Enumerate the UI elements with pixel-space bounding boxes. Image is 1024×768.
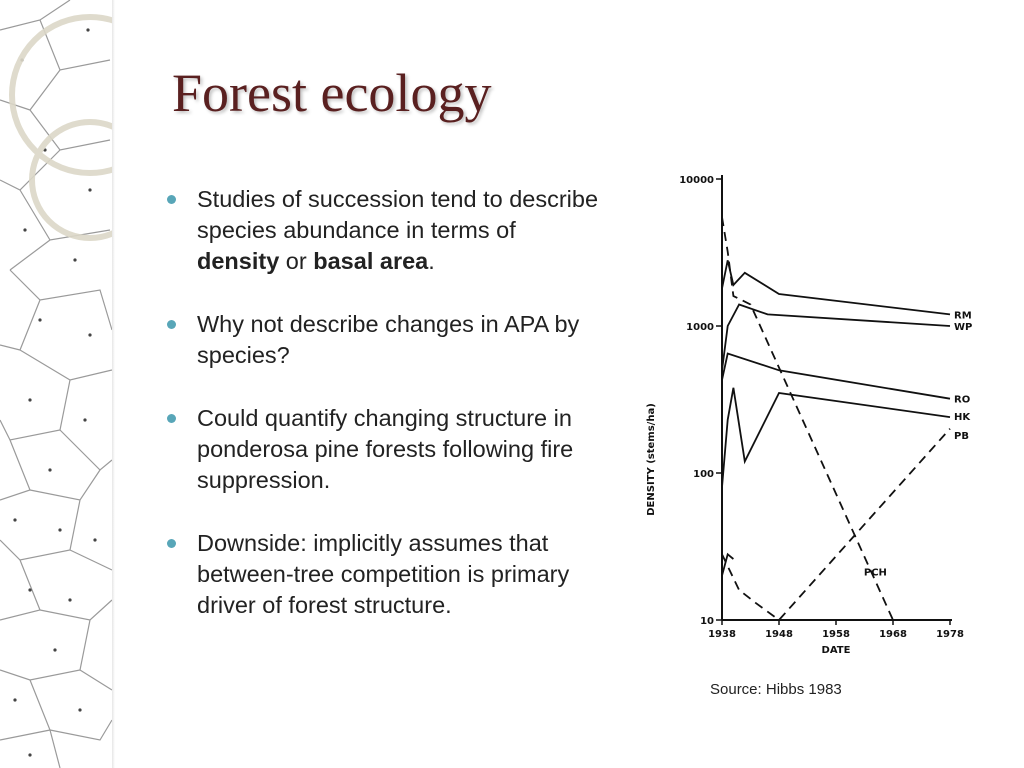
series-line-hk [721,387,951,488]
bullet-dot-icon [167,414,176,423]
bullet-text: Downside: implicitly assumes that betwee… [197,530,569,618]
x-tick-label: 1958 [822,629,850,640]
series-line-rm [721,260,951,316]
bullet-item: Studies of succession tend to describe s… [163,184,603,277]
series-line-unlabeled-dashed [721,428,951,622]
series-label-wp: WP [954,322,972,333]
bullet-item: Could quantify changing structure in pon… [163,403,603,496]
bullet-dot-icon [167,195,176,204]
slide-title: Forest ecology [172,63,492,123]
bullet-text: Could quantify changing structure in pon… [197,405,573,493]
bullet-dot-icon [167,320,176,329]
bullet-text-part: . [428,248,435,274]
chart-series [721,217,951,622]
bullet-text-part: or [279,248,314,274]
density-chart: 10 100 1000 10000 1938 1948 1958 1968 1978 DATE DE… [646,175,972,656]
y-tick-label: 10000 [679,175,714,186]
x-tick-label: 1948 [765,629,793,640]
bullet-text-part: Why not describe changes in APA by speci… [197,311,580,368]
series-line-ro [721,352,951,400]
bullet-text-part: Could quantify changing structure in pon… [197,405,574,493]
y-tick-label: 100 [693,469,714,480]
x-tick-label: 1978 [936,629,964,640]
series-label-rm: RM [954,310,972,321]
x-axis-label: DATE [822,645,851,656]
series-line-pch [721,217,894,621]
bullet-item: Downside: implicitly assumes that betwee… [163,528,603,621]
decorative-voronoi-pattern [0,0,115,768]
bullet-list: Studies of succession tend to describe s… [163,184,603,653]
source-caption: Source: Hibbs 1983 [710,681,842,698]
y-tick-label: 1000 [686,322,714,333]
bullet-text-part: Studies of succession tend to describe s… [197,186,599,243]
x-tick-label: 1968 [879,629,907,640]
bullet-text-part: Downside: implicitly assumes that betwee… [197,530,570,618]
bullet-item: Why not describe changes in APA by speci… [163,309,603,371]
series-line-wp [721,303,951,371]
bullet-dot-icon [167,539,176,548]
series-label-ro: RO [954,395,970,406]
y-axis-label: DENSITY (stems/ha) [646,403,657,516]
series-label-pb: PB [954,431,969,442]
y-tick-label: 10 [700,616,714,627]
series-label-pch: PCH [864,568,887,579]
bullet-bold-term: basal area [313,248,429,274]
series-label-hk: HK [954,412,971,423]
bullet-text: Studies of succession tend to describe s… [197,186,598,274]
left-panel-edge [112,0,115,768]
series-line-pb [721,552,734,576]
chart-axes: 10 100 1000 10000 1938 1948 1958 1968 1978 DATE DE… [646,175,964,656]
bullet-text: Why not describe changes in APA by speci… [197,311,579,368]
bullet-bold-term: density [197,248,280,274]
x-tick-label: 1938 [708,629,736,640]
